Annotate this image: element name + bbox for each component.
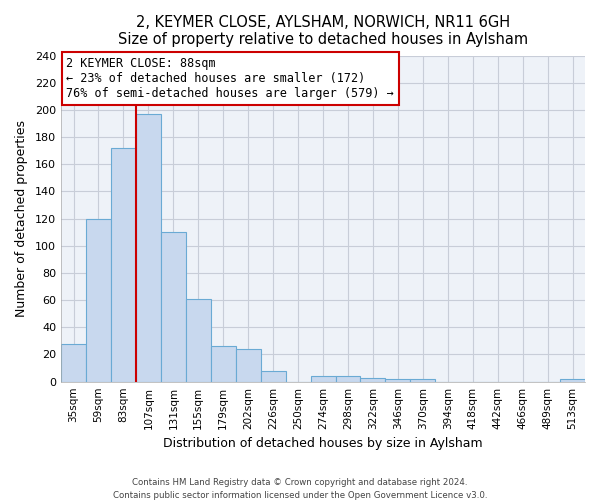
Bar — [335, 376, 361, 382]
Text: 2 KEYMER CLOSE: 88sqm
← 23% of detached houses are smaller (172)
76% of semi-det: 2 KEYMER CLOSE: 88sqm ← 23% of detached … — [66, 57, 394, 100]
Text: Contains HM Land Registry data © Crown copyright and database right 2024.
Contai: Contains HM Land Registry data © Crown c… — [113, 478, 487, 500]
Bar — [410, 379, 436, 382]
Y-axis label: Number of detached properties: Number of detached properties — [15, 120, 28, 317]
Bar — [560, 379, 585, 382]
Bar — [136, 114, 161, 382]
Title: 2, KEYMER CLOSE, AYLSHAM, NORWICH, NR11 6GH
Size of property relative to detache: 2, KEYMER CLOSE, AYLSHAM, NORWICH, NR11 … — [118, 15, 528, 48]
X-axis label: Distribution of detached houses by size in Aylsham: Distribution of detached houses by size … — [163, 437, 483, 450]
Bar — [61, 344, 86, 382]
Bar — [161, 232, 186, 382]
Bar — [86, 218, 111, 382]
Bar — [211, 346, 236, 382]
Bar — [111, 148, 136, 382]
Bar — [385, 379, 410, 382]
Bar — [311, 376, 335, 382]
Bar — [361, 378, 385, 382]
Bar — [236, 349, 260, 382]
Bar — [186, 299, 211, 382]
Bar — [260, 371, 286, 382]
